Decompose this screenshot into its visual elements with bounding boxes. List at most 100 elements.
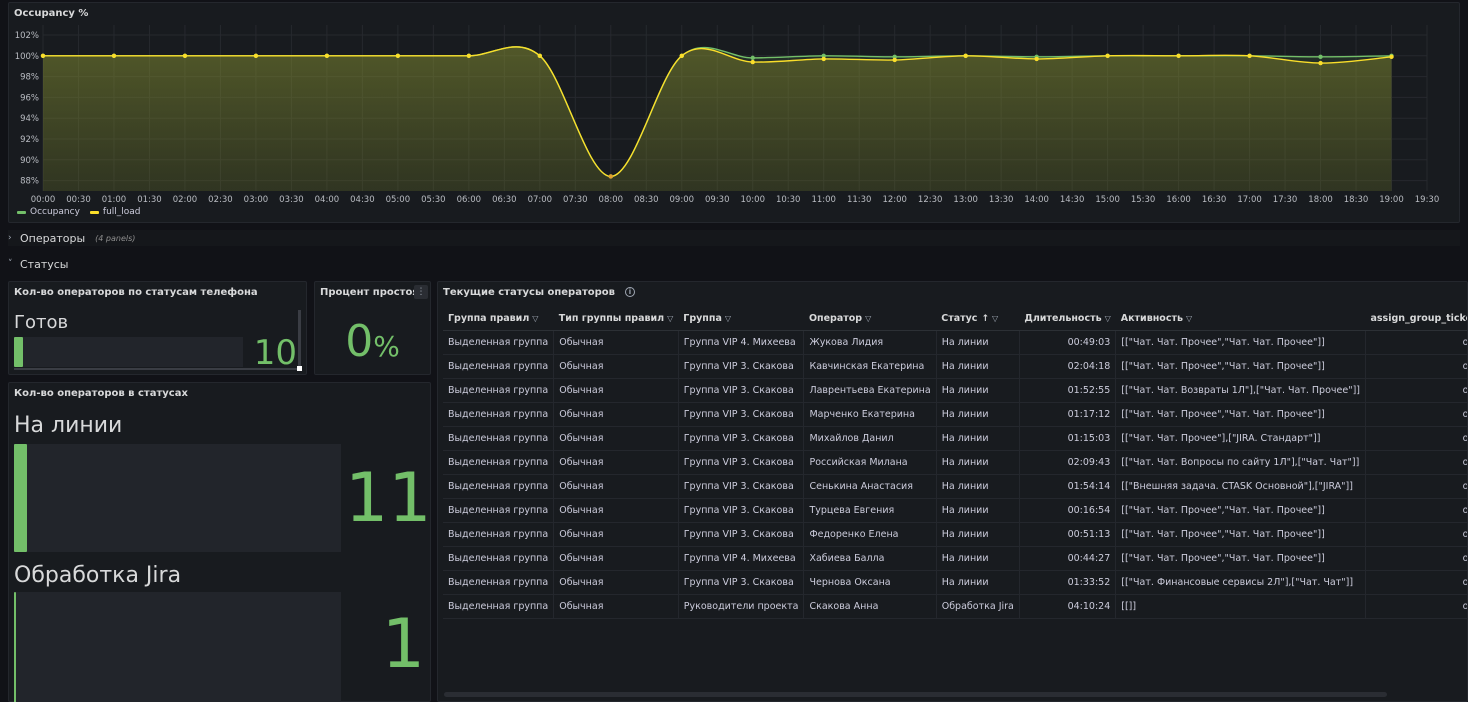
filter-icon[interactable]: ▽ (865, 314, 872, 324)
table-cell: ozon (1365, 498, 1467, 523)
table-cell: ozon (1365, 522, 1467, 547)
table-row[interactable]: Выделенная группа Обычная Группа VIP 3. Ск… (443, 570, 1467, 595)
table-row[interactable]: Выделенная группа Обычная Руководители про… (443, 594, 1467, 619)
data-point (892, 54, 897, 60)
operator-status-count-panel: Кол-во операторов в статусах На линии 11… (8, 382, 432, 702)
table-body: Выделенная группа Обычная Группа VIP 4. Ми… (443, 330, 1467, 619)
phone-status-bar (14, 337, 243, 367)
panel-title: Текущие статусы операторов i (443, 287, 635, 298)
status-label-jira: Обработка Jira (14, 563, 182, 588)
legend-label: full_load (102, 207, 141, 217)
row-statuses[interactable]: ˅ Статусы (8, 256, 68, 272)
data-point (182, 53, 188, 58)
table-cell: Выделенная группа (443, 498, 555, 523)
column-header[interactable]: Группа ▽ (678, 308, 804, 331)
data-point (963, 53, 968, 58)
filter-icon[interactable]: ▽ (532, 314, 539, 324)
table-row[interactable]: Выделенная группа Обычная Группа VIP 3. Ск… (443, 426, 1467, 451)
table-cell: [["Чат. Чат. Прочее","Чат. Чат. Прочее"]… (1115, 330, 1366, 355)
table-cell: 00:16:54 (1019, 498, 1117, 523)
table-row[interactable]: Выделенная группа Обычная Группа VIP 3. Ск… (443, 354, 1467, 379)
table-cell: Обычная (553, 546, 679, 571)
table-cell: ozon (1365, 474, 1467, 499)
table-cell: 00:51:13 (1019, 522, 1117, 547)
column-header[interactable]: Оператор ▽ (803, 308, 937, 331)
filter-icon[interactable]: ▽ (724, 314, 732, 324)
table-row[interactable]: Выделенная группа Обычная Группа VIP 3. Ск… (443, 378, 1467, 403)
panel-menu-icon[interactable]: ⋮ (414, 285, 428, 299)
column-header[interactable]: Статус ↑ ▽ (936, 308, 1020, 331)
vertical-scrollbar[interactable] (298, 310, 301, 370)
column-header-label: Оператор (808, 313, 863, 325)
phone-status-bar-fill (14, 337, 24, 367)
column-header[interactable]: Длительность ▽ (1019, 308, 1116, 331)
table-cell: Выделенная группа (443, 426, 555, 451)
x-tick-label: 18:30 (1344, 195, 1369, 203)
column-header[interactable]: assign_group_ticket▽ (1365, 308, 1467, 331)
column-header[interactable]: Группа правил ▽ (443, 308, 554, 331)
table-row[interactable]: Выделенная группа Обычная Группа VIP 3. Ск… (443, 450, 1467, 475)
legend-item-full-load[interactable]: full_load (89, 207, 141, 217)
table-cell: ozon (1365, 426, 1467, 451)
table-row[interactable]: Выделенная группа Обычная Группа VIP 4. Ми… (443, 546, 1467, 571)
x-tick-label: 13:30 (989, 195, 1014, 203)
x-tick-label: 01:00 (102, 195, 127, 203)
row-operators[interactable]: › Операторы (4 panels) (8, 230, 1460, 246)
column-header-label: Группа (683, 313, 722, 325)
sort-ascending-icon[interactable]: ↑ (981, 314, 989, 325)
table-cell: 04:10:24 (1019, 594, 1117, 619)
table-cell: ozon (1365, 546, 1467, 571)
table-cell: Обработка Jira (936, 594, 1020, 619)
filter-icon[interactable]: ▽ (1185, 314, 1193, 324)
table-cell: [["Чат. Финансовые сервисы 2Л"],["Чат. Ч… (1115, 570, 1366, 595)
idle-percent-number: 0 (345, 316, 374, 367)
x-tick-label: 10:00 (740, 195, 765, 203)
operator-status-table: Группа правил ▽ Тип группы правил ▽ Группа ▽ О… (443, 308, 1467, 619)
filter-icon[interactable]: ▽ (667, 314, 674, 324)
table-cell: Обычная (553, 474, 679, 499)
table-cell: ozon (1365, 330, 1467, 355)
resize-handle[interactable] (297, 366, 302, 371)
status-bar-fill (14, 444, 28, 552)
filter-icon[interactable]: ▽ (991, 314, 999, 324)
x-tick-label: 13:00 (953, 195, 978, 203)
table-row[interactable]: Выделенная группа Обычная Группа VIP 3. Ск… (443, 522, 1467, 547)
table-cell: Группа VIP 3. Скакова (678, 378, 805, 403)
table-cell: Группа VIP 4. Михеева (678, 330, 805, 355)
horizontal-scrollbar[interactable] (444, 692, 1387, 697)
table-cell: [["Чат. Чат. Прочее","Чат. Чат. Прочее"]… (1115, 522, 1366, 547)
column-header[interactable]: Активность ▽ (1115, 308, 1366, 331)
table-cell: Марченко Екатерина (803, 402, 937, 427)
x-tick-label: 04:00 (315, 195, 340, 203)
info-icon[interactable]: i (624, 287, 635, 297)
table-cell: Турцева Евгения (803, 498, 937, 523)
x-tick-label: 11:00 (811, 195, 836, 203)
table-cell: Обычная (553, 498, 679, 523)
data-point (1389, 54, 1394, 60)
x-tick-label: 15:00 (1095, 195, 1120, 203)
x-tick-label: 07:30 (563, 195, 588, 203)
filter-icon[interactable]: ▽ (1104, 314, 1111, 324)
table-cell: ozon (1365, 354, 1467, 379)
column-header[interactable]: Тип группы правил ▽ (553, 308, 679, 331)
table-title: Текущие статусы операторов (443, 287, 615, 298)
table-cell: Обычная (553, 354, 679, 379)
table-cell: 01:17:12 (1019, 402, 1117, 427)
row-title: Статусы (20, 257, 69, 271)
legend-item-occupancy[interactable]: Occupancy (17, 207, 80, 217)
y-tick-label: 88% (20, 177, 39, 187)
table-row[interactable]: Выделенная группа Обычная Группа VIP 3. Ск… (443, 402, 1467, 427)
x-tick-label: 06:30 (492, 195, 517, 203)
table-cell: На линии (936, 450, 1020, 475)
horizontal-scrollbar[interactable] (14, 368, 299, 370)
table-header-row: Группа правил ▽ Тип группы правил ▽ Группа ▽ О… (443, 308, 1467, 331)
table-cell: Кавчинская Екатерина (803, 354, 937, 379)
table-row[interactable]: Выделенная группа Обычная Группа VIP 3. Ск… (443, 474, 1467, 499)
table-cell: [["Чат. Чат. Прочее","Чат. Чат. Прочее"]… (1115, 498, 1366, 523)
table-cell: На линии (936, 498, 1020, 523)
table-row[interactable]: Выделенная группа Обычная Группа VIP 4. Ми… (443, 330, 1467, 355)
data-point (1318, 60, 1323, 66)
table-cell: Выделенная группа (443, 522, 555, 547)
table-row[interactable]: Выделенная группа Обычная Группа VIP 3. Ск… (443, 498, 1467, 523)
status-value-online: 11 (345, 459, 432, 538)
